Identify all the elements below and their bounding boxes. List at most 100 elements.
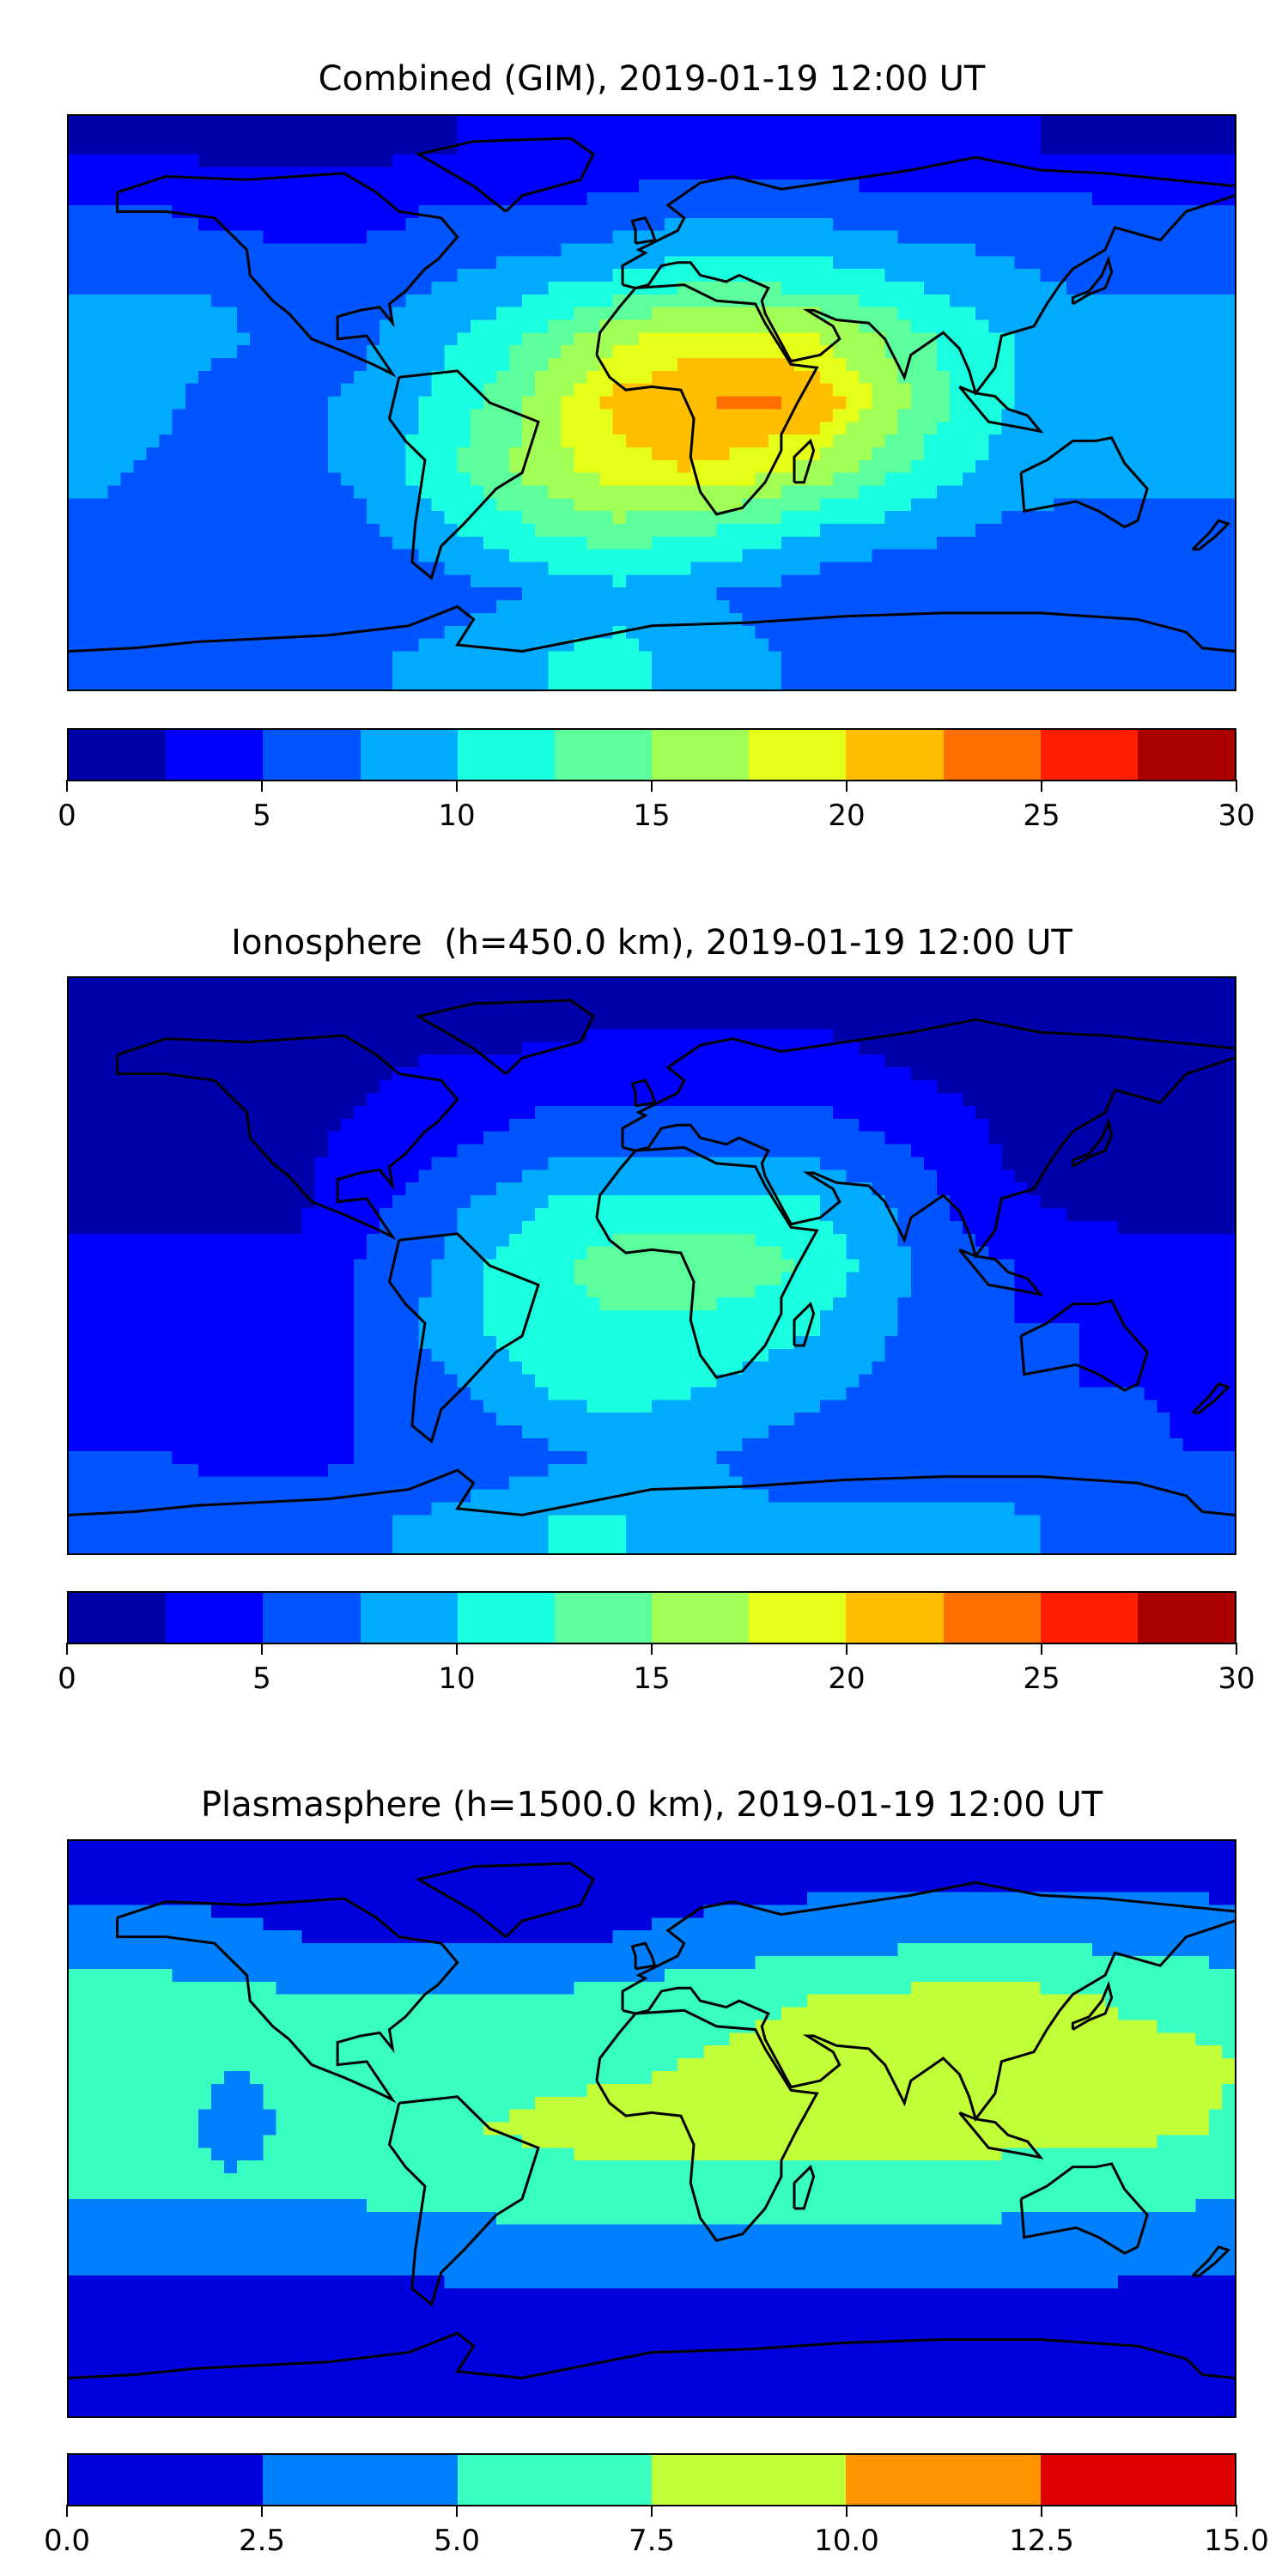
colorbar-segment bbox=[652, 730, 750, 780]
contour-cell bbox=[185, 587, 200, 602]
contour-cell bbox=[820, 651, 835, 665]
contour-cell bbox=[599, 1042, 614, 1056]
contour-cell bbox=[431, 664, 446, 678]
contour-cell bbox=[82, 562, 96, 576]
contour-cell bbox=[535, 600, 550, 615]
contour-cell bbox=[483, 243, 498, 258]
colorbar-tick bbox=[1041, 780, 1042, 792]
contour-cell bbox=[418, 1029, 433, 1043]
contour-cell bbox=[923, 179, 939, 194]
contour-cell bbox=[665, 1016, 679, 1030]
contour-cell bbox=[561, 243, 575, 258]
contour-cell bbox=[910, 498, 925, 513]
contour-cell bbox=[1001, 600, 1016, 615]
contour-cell bbox=[1027, 154, 1042, 168]
contour-cell bbox=[1131, 396, 1145, 410]
contour-cell bbox=[1221, 612, 1235, 627]
contour-cell bbox=[210, 664, 226, 678]
contour-cell bbox=[301, 294, 316, 308]
contour-cell bbox=[768, 587, 783, 602]
contour-cell bbox=[340, 498, 355, 513]
contour-cell bbox=[923, 269, 939, 283]
contour-cell bbox=[224, 307, 239, 321]
contour-cell bbox=[729, 192, 744, 207]
contour-cell bbox=[483, 1029, 498, 1043]
contour-cell bbox=[963, 179, 977, 194]
contour-cell bbox=[146, 422, 161, 436]
contour-cell bbox=[327, 574, 342, 589]
contour-cell bbox=[936, 128, 951, 143]
contour-cell bbox=[327, 1093, 342, 1108]
contour-cell bbox=[884, 600, 899, 615]
contour-cell bbox=[793, 230, 809, 245]
contour-cell bbox=[963, 600, 977, 615]
contour-cell bbox=[250, 141, 264, 155]
contour-cell bbox=[1144, 294, 1158, 308]
contour-cell bbox=[1195, 485, 1210, 500]
contour-cell bbox=[509, 307, 524, 321]
contour-cell bbox=[638, 549, 653, 563]
contour-cell bbox=[444, 307, 459, 321]
contour-cell bbox=[301, 358, 316, 373]
contour-cell bbox=[1118, 485, 1133, 500]
contour-cell bbox=[1040, 358, 1054, 373]
contour-cell bbox=[1053, 638, 1067, 653]
contour-cell bbox=[367, 141, 381, 155]
contour-cell bbox=[950, 677, 964, 690]
contour-cell bbox=[872, 574, 886, 589]
contour-cell bbox=[963, 677, 977, 690]
contour-cell bbox=[82, 179, 96, 194]
contour-cell bbox=[936, 549, 951, 563]
contour-cell bbox=[120, 422, 135, 436]
contour-cell bbox=[120, 549, 135, 563]
contour-cell bbox=[1014, 1029, 1029, 1043]
contour-cell bbox=[197, 243, 213, 258]
contour-cell bbox=[846, 511, 860, 526]
contour-cell bbox=[872, 472, 886, 487]
contour-cell bbox=[975, 549, 990, 563]
contour-cell bbox=[638, 978, 653, 993]
contour-cell bbox=[625, 167, 641, 181]
contour-cell bbox=[820, 396, 835, 410]
contour-cell bbox=[625, 396, 641, 410]
contour-cell bbox=[820, 409, 835, 423]
contour-cell bbox=[483, 664, 498, 678]
contour-cell bbox=[612, 1003, 627, 1018]
contour-cell bbox=[1157, 1016, 1171, 1030]
contour-cell bbox=[625, 600, 641, 615]
contour-cell bbox=[392, 128, 407, 143]
contour-cell bbox=[340, 370, 355, 385]
contour-cell bbox=[1182, 434, 1197, 449]
contour-cell bbox=[82, 332, 96, 347]
contour-cell bbox=[625, 664, 641, 678]
contour-cell bbox=[612, 638, 627, 653]
contour-cell bbox=[159, 1016, 173, 1030]
contour-cell bbox=[1157, 167, 1171, 181]
contour-cell bbox=[599, 1054, 614, 1069]
contour-cell bbox=[289, 511, 303, 526]
contour-cell bbox=[703, 625, 718, 640]
contour-cell bbox=[1221, 230, 1235, 245]
contour-cell bbox=[210, 307, 226, 321]
contour-cell bbox=[548, 1003, 562, 1018]
contour-cell bbox=[625, 192, 641, 207]
contour-cell bbox=[340, 978, 355, 993]
contour-cell bbox=[1092, 549, 1107, 563]
contour-cell bbox=[716, 1042, 731, 1056]
contour-cell bbox=[418, 243, 433, 258]
contour-cell bbox=[327, 256, 342, 270]
contour-cell bbox=[1208, 154, 1224, 168]
contour-cell bbox=[665, 562, 679, 576]
contour-cell bbox=[820, 536, 835, 550]
contour-cell bbox=[495, 141, 511, 155]
coastline-japan bbox=[1072, 259, 1111, 304]
contour-cell bbox=[1092, 612, 1107, 627]
contour-cell bbox=[652, 574, 666, 589]
contour-cell bbox=[172, 307, 186, 321]
contour-cell bbox=[1221, 154, 1235, 168]
contour-cell bbox=[652, 396, 666, 410]
contour-cell bbox=[768, 230, 783, 245]
contour-cell bbox=[1157, 422, 1171, 436]
contour-cell bbox=[716, 281, 731, 295]
contour-cell bbox=[1105, 141, 1120, 155]
